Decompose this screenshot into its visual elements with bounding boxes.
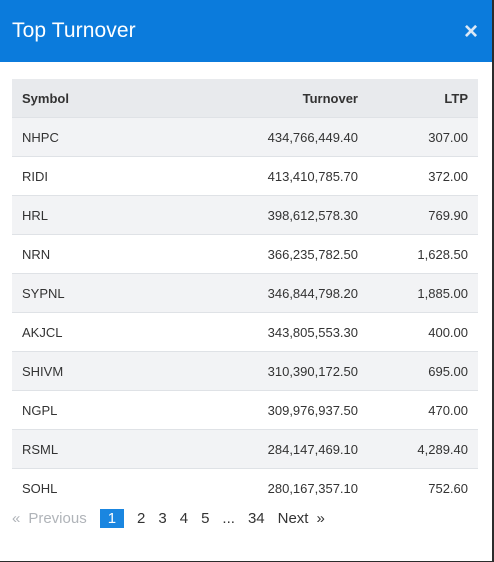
table-row: HRL 398,612,578.30 769.90 [12,195,478,235]
turnover-table: Symbol Turnover LTP NHPC 434,766,449.40 … [12,79,478,507]
table-row: SHIVM 310,390,172.50 695.00 [12,351,478,391]
table-row: AKJCL 343,805,553.30 400.00 [12,312,478,352]
cell-symbol: AKJCL [12,312,162,352]
cell-turnover: 434,766,449.40 [162,117,368,157]
previous-page-button[interactable]: « Previous [12,510,87,527]
cell-turnover: 346,844,798.20 [162,273,368,313]
cell-symbol: NHPC [12,117,162,157]
cell-ltp: 372.00 [368,156,478,196]
table-row: RIDI 413,410,785.70 372.00 [12,156,478,196]
double-chevron-right-icon: » [316,509,325,527]
table-row: NGPL 309,976,937.50 470.00 [12,390,478,430]
cell-symbol: HRL [12,195,162,235]
cell-symbol: NRN [12,234,162,274]
cell-symbol: SOHL [12,468,162,507]
page-button-34[interactable]: 34 [247,509,265,527]
cell-symbol: SHIVM [12,351,162,391]
modal-title: Top Turnover [12,19,136,42]
cell-ltp: 470.00 [368,390,478,430]
page-button-3[interactable]: 3 [158,509,167,527]
cell-ltp: 1,628.50 [368,234,478,274]
turnover-table-container: Symbol Turnover LTP NHPC 434,766,449.40 … [12,79,478,507]
cell-turnover: 280,167,357.10 [162,468,368,507]
column-header-turnover[interactable]: Turnover [302,90,358,106]
cell-turnover: 366,235,782.50 [162,234,368,274]
close-icon[interactable]: × [463,18,478,45]
cell-ltp: 1,885.00 [368,273,478,313]
next-label: Next [277,509,309,527]
modal-header: Top Turnover × [0,0,492,62]
table-row: SYPNL 346,844,798.20 1,885.00 [12,273,478,313]
next-page-button[interactable]: Next » [278,510,325,527]
table-row: RSML 284,147,469.10 4,289.40 [12,429,478,469]
pagination-ellipsis: ... [222,509,235,527]
cell-ltp: 695.00 [368,351,478,391]
page-button-2[interactable]: 2 [137,509,146,527]
table-header-row: Symbol Turnover LTP [12,79,478,118]
table-row: SOHL 280,167,357.10 752.60 [12,468,478,507]
cell-turnover: 284,147,469.10 [162,429,368,469]
column-header-symbol[interactable]: Symbol [22,90,69,106]
cell-ltp: 307.00 [368,117,478,157]
table-row: NRN 366,235,782.50 1,628.50 [12,234,478,274]
table-row: NHPC 434,766,449.40 307.00 [12,117,478,157]
cell-turnover: 343,805,553.30 [162,312,368,352]
cell-symbol: RSML [12,429,162,469]
pagination: « Previous 1 2 3 4 5 ... 34 Next » [12,507,338,529]
cell-ltp: 752.60 [368,468,478,507]
page-button-1[interactable]: 1 [99,508,125,528]
page-button-4[interactable]: 4 [179,509,189,527]
previous-label: Previous [28,509,87,527]
cell-ltp: 4,289.40 [368,429,478,469]
cell-symbol: SYPNL [12,273,162,313]
double-chevron-left-icon: « [12,509,21,527]
cell-symbol: NGPL [12,390,162,430]
cell-turnover: 310,390,172.50 [162,351,368,391]
cell-turnover: 309,976,937.50 [162,390,368,430]
cell-symbol: RIDI [12,156,162,196]
page-button-5[interactable]: 5 [201,509,210,527]
cell-turnover: 413,410,785.70 [162,156,368,196]
column-header-ltp[interactable]: LTP [444,90,468,106]
cell-turnover: 398,612,578.30 [162,195,368,235]
cell-ltp: 769.90 [368,195,478,235]
cell-ltp: 400.00 [368,312,478,352]
